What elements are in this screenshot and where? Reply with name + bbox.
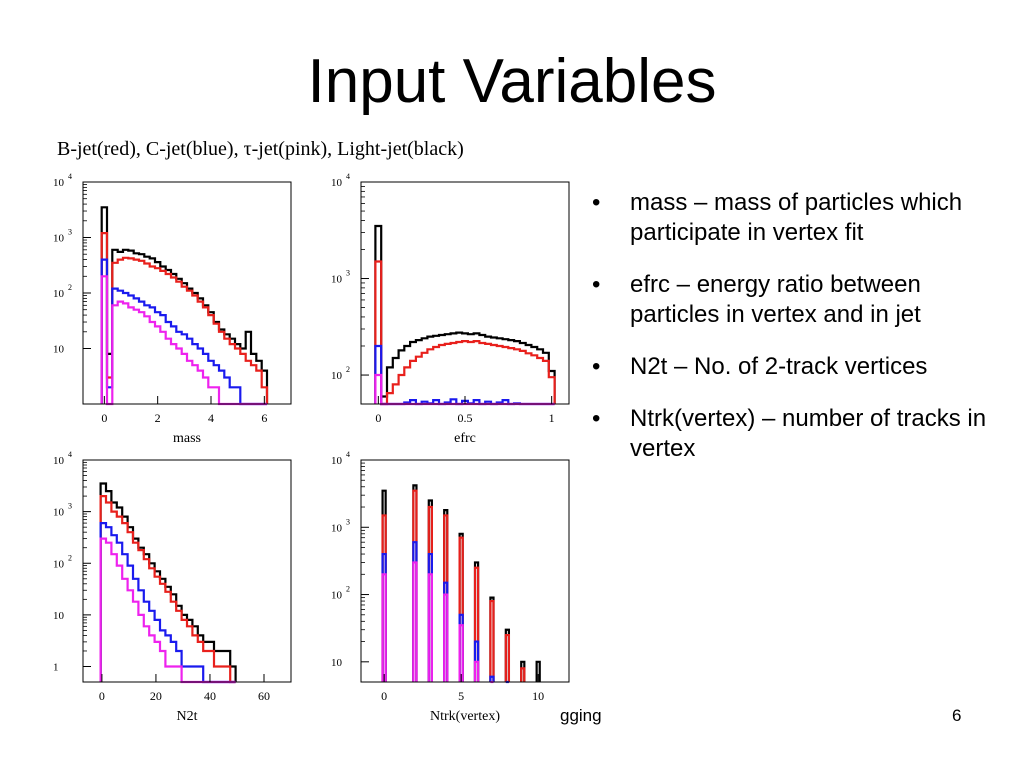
series-pink <box>100 275 267 406</box>
bar <box>473 566 480 682</box>
x-tick-label: 10 <box>532 689 544 703</box>
footer-text: gging <box>560 706 602 725</box>
y-tick-label: 10 <box>331 455 343 467</box>
x-tick-label: 20 <box>150 689 162 703</box>
x-tick-label: 0 <box>99 689 105 703</box>
y-tick-exponent: 4 <box>68 450 72 459</box>
bar <box>535 660 541 682</box>
x-tick-label: 5 <box>458 689 464 703</box>
series-black <box>99 482 237 682</box>
y-tick-exponent: 2 <box>68 553 72 562</box>
y-tick-label: 10 <box>331 590 343 602</box>
bullet-marker: • <box>592 271 601 298</box>
bar <box>443 593 449 682</box>
x-tick-label: 0 <box>381 689 387 703</box>
bar <box>412 561 418 682</box>
y-tick-exponent: 2 <box>346 585 350 594</box>
y-tick-label: 10 <box>53 177 65 189</box>
x-axis-label: Ntrk(vertex) <box>430 709 500 724</box>
bullet-text: Ntrk(vertex) – number of tracks in verte… <box>630 405 987 462</box>
slide-title: Input Variables <box>307 47 717 116</box>
series-black <box>100 206 269 404</box>
y-tick-exponent: 3 <box>68 502 72 511</box>
y-tick-label: 10 <box>53 455 65 467</box>
bullet-item: • mass – mass of particles which particip… <box>588 188 1008 248</box>
y-tick-label: 10 <box>331 370 343 382</box>
bullet-marker: • <box>592 189 601 216</box>
bullet-item: • efrc – energy ratio between particles i… <box>588 270 1008 330</box>
series-black <box>381 484 541 682</box>
page-number: 6 <box>952 706 962 725</box>
y-tick-label: 10 <box>53 507 65 519</box>
y-tick-exponent: 2 <box>346 365 350 374</box>
bullet-text: mass – mass of particles which participa… <box>630 189 963 246</box>
series-red <box>100 232 269 404</box>
plot-frame <box>360 181 570 405</box>
bar <box>458 536 464 682</box>
bar <box>489 675 495 682</box>
x-tick-label: 0 <box>375 411 381 425</box>
x-tick-label: 2 <box>155 411 161 425</box>
x-axis-label: N2t <box>177 709 198 724</box>
x-tick-label: 4 <box>208 411 214 425</box>
x-tick-label: 0 <box>101 411 107 425</box>
bullet-item: • N2t – No. of 2-track vertices <box>588 352 1008 382</box>
y-tick-label: 1 <box>53 662 59 674</box>
bar <box>381 573 387 682</box>
bullet-marker: • <box>592 353 601 380</box>
x-tick-label: 60 <box>258 689 270 703</box>
bullet-list: • mass – mass of particles which particip… <box>588 188 1008 486</box>
y-tick-label: 10 <box>331 274 343 286</box>
y-tick-label: 10 <box>331 177 343 189</box>
x-tick-label: 1 <box>549 411 555 425</box>
x-axis-label: mass <box>173 431 201 446</box>
bullet-text: efrc – energy ratio between particles in… <box>630 271 921 328</box>
y-tick-exponent: 3 <box>346 269 350 278</box>
y-tick-exponent: 3 <box>68 228 72 237</box>
bar <box>458 624 464 682</box>
chart-caption: B-jet(red), C-jet(blue), τ-jet(pink), Li… <box>57 138 464 160</box>
series-blue <box>99 522 236 684</box>
bar <box>473 660 480 682</box>
y-tick-label: 10 <box>53 233 65 245</box>
series-red <box>374 260 556 406</box>
y-tick-exponent: 4 <box>346 172 350 181</box>
y-tick-label: 10 <box>53 610 65 622</box>
series-red <box>381 489 526 682</box>
bar <box>489 599 495 682</box>
bullet-marker: • <box>592 405 601 432</box>
bar <box>520 667 526 682</box>
x-tick-label: 0.5 <box>458 411 473 425</box>
y-tick-exponent: 2 <box>68 283 72 292</box>
series-pink <box>99 537 236 684</box>
y-tick-label: 10 <box>331 522 343 534</box>
x-tick-label: 6 <box>261 411 267 425</box>
plot-frame <box>360 459 570 683</box>
series-pink <box>381 561 494 684</box>
plot-frame <box>82 459 292 683</box>
x-tick-label: 40 <box>204 689 216 703</box>
bar <box>427 573 433 682</box>
bar <box>504 633 511 682</box>
x-axis-label: efrc <box>454 431 476 446</box>
y-tick-label: 10 <box>331 657 343 669</box>
y-tick-exponent: 4 <box>68 172 72 181</box>
series-blue <box>100 258 267 406</box>
y-tick-label: 10 <box>53 288 65 300</box>
y-tick-exponent: 4 <box>346 450 350 459</box>
series-red <box>99 495 236 684</box>
bullet-item: • Ntrk(vertex) – number of tracks in vert… <box>588 404 1008 464</box>
series-black <box>374 224 556 404</box>
y-tick-label: 10 <box>53 344 65 356</box>
y-tick-label: 10 <box>53 558 65 570</box>
bullet-text: N2t – No. of 2-track vertices <box>630 353 928 380</box>
y-tick-exponent: 3 <box>346 517 350 526</box>
